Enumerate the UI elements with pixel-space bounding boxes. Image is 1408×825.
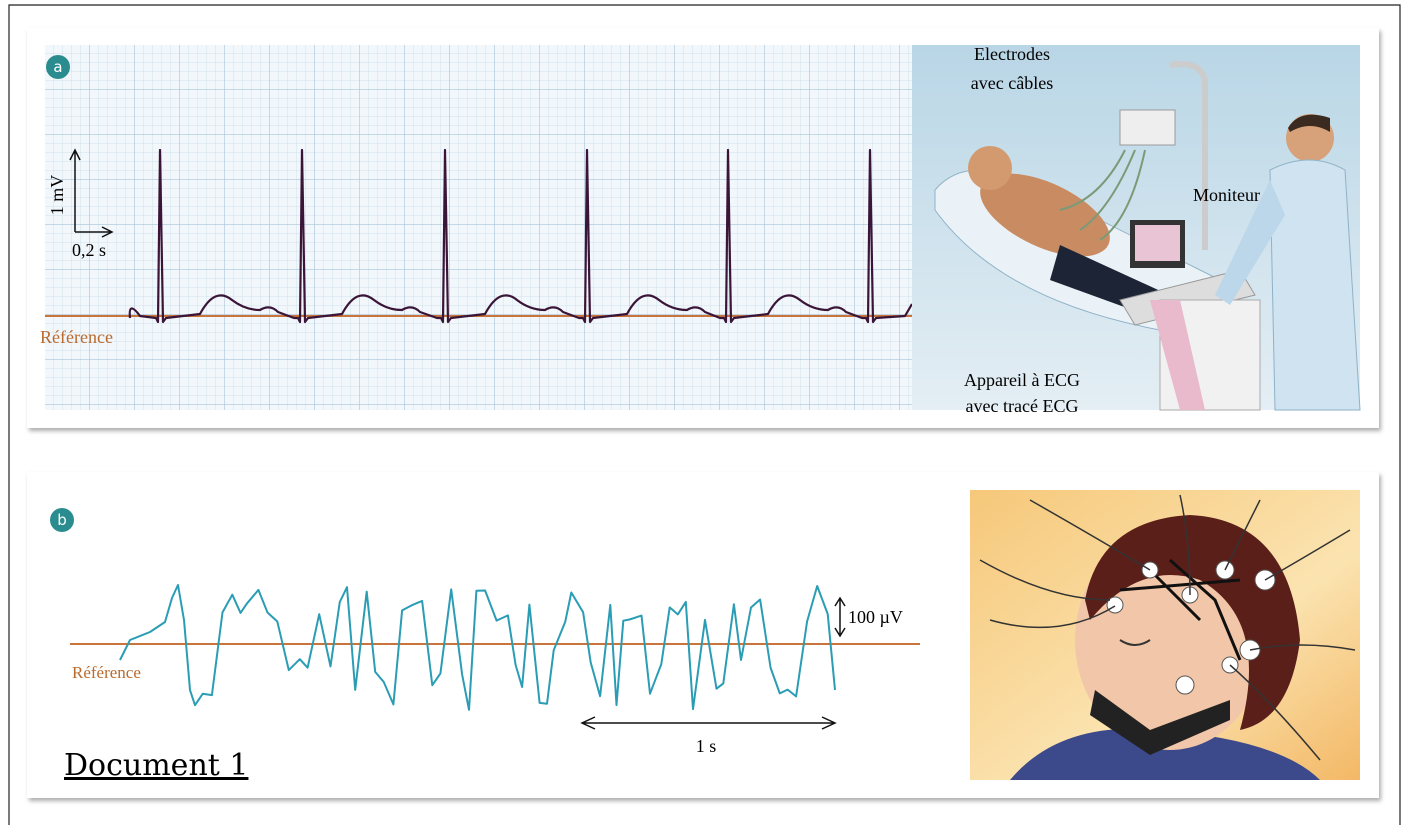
ecg-illustration: Electrodes avec câbles Moniteur Appareil…	[912, 44, 1360, 416]
y-scale-label: 1 mV	[47, 175, 67, 216]
reference-label: Référence	[72, 663, 141, 682]
electrodes-label: avec câbles	[971, 73, 1053, 93]
panel-label: a	[53, 58, 62, 76]
page: a 1 mV 0,2 s Référence Electrodes avec c…	[0, 0, 1408, 825]
eeg-illustration	[970, 490, 1360, 780]
amplitude-label: 100 µV	[848, 607, 903, 627]
device-label: avec tracé ECG	[966, 396, 1079, 416]
caption: Document 1	[64, 748, 248, 783]
electrodes-label: Electrodes	[974, 44, 1050, 64]
time-label: 1 s	[696, 736, 717, 756]
device-label: Appareil à ECG	[964, 370, 1080, 390]
reference-label: Référence	[40, 327, 113, 347]
panel-label: b	[57, 511, 67, 529]
x-scale-label: 0,2 s	[72, 240, 106, 260]
monitor-label: Moniteur	[1193, 185, 1260, 205]
ecg-grid	[45, 45, 912, 410]
